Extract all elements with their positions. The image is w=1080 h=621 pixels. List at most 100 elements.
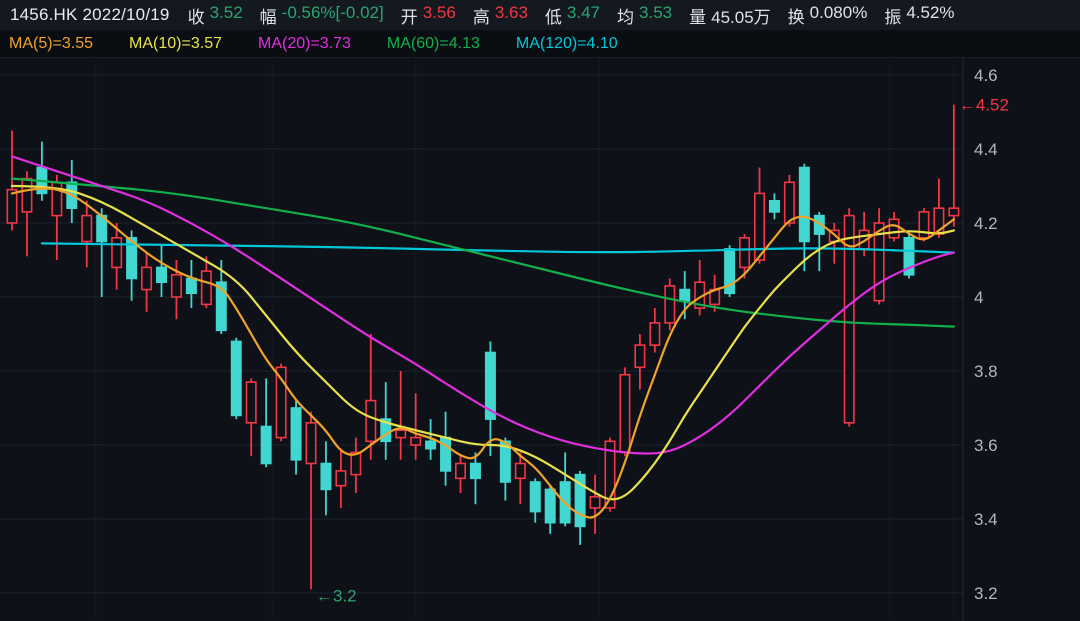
candle — [230, 337, 242, 420]
candle — [529, 478, 541, 523]
price-gridlines — [0, 74, 963, 594]
candle-body-up — [275, 366, 287, 439]
candle-body-up — [604, 440, 616, 509]
candle-body-up — [739, 237, 751, 269]
candle-body-up — [6, 188, 18, 224]
y-axis-label: 4.4 — [974, 140, 998, 159]
candle-body-down — [798, 166, 810, 243]
candle — [724, 245, 736, 297]
candle — [81, 200, 93, 268]
candle — [215, 260, 227, 334]
ma5-line — [10, 187, 955, 519]
candle — [260, 378, 272, 468]
y-axis-label: 4.2 — [974, 214, 998, 233]
quote-field-label: 高 — [472, 7, 490, 27]
candle-body-up — [664, 285, 676, 324]
quote-field-value: 45.05万 — [711, 7, 771, 27]
quote-field-value: -0.56%[-0.02] — [281, 2, 384, 22]
candle — [604, 437, 616, 512]
candle — [739, 234, 751, 279]
candle-body-down — [320, 462, 332, 491]
y-axis-label: 3.8 — [974, 362, 998, 381]
candle — [873, 208, 885, 305]
ma-legend-item: MA(20)=3.73 — [257, 34, 351, 52]
quote-field-label: 低 — [544, 7, 562, 27]
quote-field-换: 换 0.080% — [788, 3, 868, 28]
high-price-annotation: ←4.52 — [959, 96, 1009, 115]
candle — [350, 437, 362, 494]
ma-legend-item: MA(5)=3.55 — [9, 34, 94, 52]
candle-body-down — [215, 281, 227, 332]
candlestick-chart-svg[interactable]: 4.6 4.4 4.2 4 3.8 3.6 3.4 3.2 ←4.52 ←3.2 — [0, 57, 1080, 621]
candle-body-up — [200, 270, 212, 306]
quote-field-低: 低 3.47 — [545, 3, 600, 28]
candle — [425, 419, 437, 460]
candle-body-down — [126, 237, 138, 280]
candle-body-up — [365, 399, 377, 443]
candle-body-up — [454, 462, 466, 480]
candle-body-up — [21, 177, 33, 213]
candle — [813, 211, 825, 272]
candle-body-down — [380, 418, 392, 443]
quote-field-label: 收 — [187, 7, 205, 27]
candle — [694, 260, 706, 316]
quote-field-value: 3.47 — [566, 2, 601, 22]
candle-body-up — [410, 436, 422, 446]
quote-bar: 1456.HK 2022/10/19 收 3.52 幅 -0.56%[-0.02] 开 3… — [0, 0, 1080, 30]
ma-legend-item: MA(120)=4.10 — [515, 34, 618, 52]
candle — [753, 167, 765, 264]
candle-body-up — [245, 381, 257, 424]
candle-body-down — [156, 266, 168, 283]
candle — [380, 382, 392, 460]
candle — [888, 211, 900, 242]
candle-body-down — [768, 200, 780, 213]
candle-body-down — [425, 440, 437, 450]
quote-field-value: 0.080% — [809, 2, 868, 22]
candle — [514, 452, 526, 505]
ma-legend: MA(5)=3.55 MA(10)=3.57 MA(20)=3.73 MA(60)=4… — [0, 30, 1080, 58]
quote-field-label: 振 — [884, 7, 902, 27]
candle-body-up — [335, 470, 347, 487]
candle — [454, 456, 466, 494]
quote-field-value: 3.56 — [422, 2, 456, 22]
candle — [6, 130, 18, 231]
candle — [305, 411, 317, 590]
candle — [499, 437, 511, 501]
candle-body-up — [81, 214, 93, 243]
quote-fields: 收 3.52 幅 -0.56%[-0.02] 开 3.56 高 3.63 低 3.47 均 3.53 量… — [188, 3, 955, 28]
annotations: ←4.52 ←3.2 — [316, 96, 1009, 606]
ticker-and-date: 1456.HK 2022/10/19 — [10, 5, 170, 24]
candle-body-down — [469, 462, 481, 480]
quote-field-量: 量 45.05万 — [689, 3, 771, 28]
candle-body-up — [843, 214, 855, 424]
candle — [245, 378, 257, 457]
quote-field-value: 3.52 — [209, 2, 243, 22]
candle — [365, 334, 377, 460]
candlestick-chart[interactable]: 4.6 4.4 4.2 4 3.8 3.6 3.4 3.2 ←4.52 ←3.2 — [0, 57, 1080, 621]
candle-body-up — [514, 462, 526, 480]
candle — [335, 448, 347, 508]
candle-body-down — [544, 488, 556, 524]
candle — [156, 245, 168, 297]
candle-body-up — [141, 266, 153, 291]
candle-body-up — [170, 274, 182, 298]
candle — [843, 208, 855, 427]
candle — [948, 104, 960, 227]
quote-field-value: 3.63 — [494, 2, 528, 22]
quote-field-幅: 幅 -0.56%[-0.02] — [260, 3, 384, 28]
candle — [679, 271, 691, 320]
candle-body-up — [395, 429, 407, 439]
ma-legend-item: MA(10)=3.57 — [129, 34, 222, 52]
y-axis-label: 3.2 — [974, 584, 998, 603]
candle-body-down — [813, 214, 825, 235]
candle-body-down — [529, 481, 541, 513]
candle — [320, 441, 332, 516]
candle — [649, 308, 661, 353]
quote-field-label: 换 — [787, 7, 805, 27]
candle-body-up — [350, 451, 362, 476]
candle — [559, 452, 571, 527]
quote-field-label: 均 — [617, 7, 635, 27]
ma20-line — [10, 155, 955, 455]
candle-body-down — [260, 425, 272, 465]
y-axis-label: 4 — [974, 288, 983, 307]
